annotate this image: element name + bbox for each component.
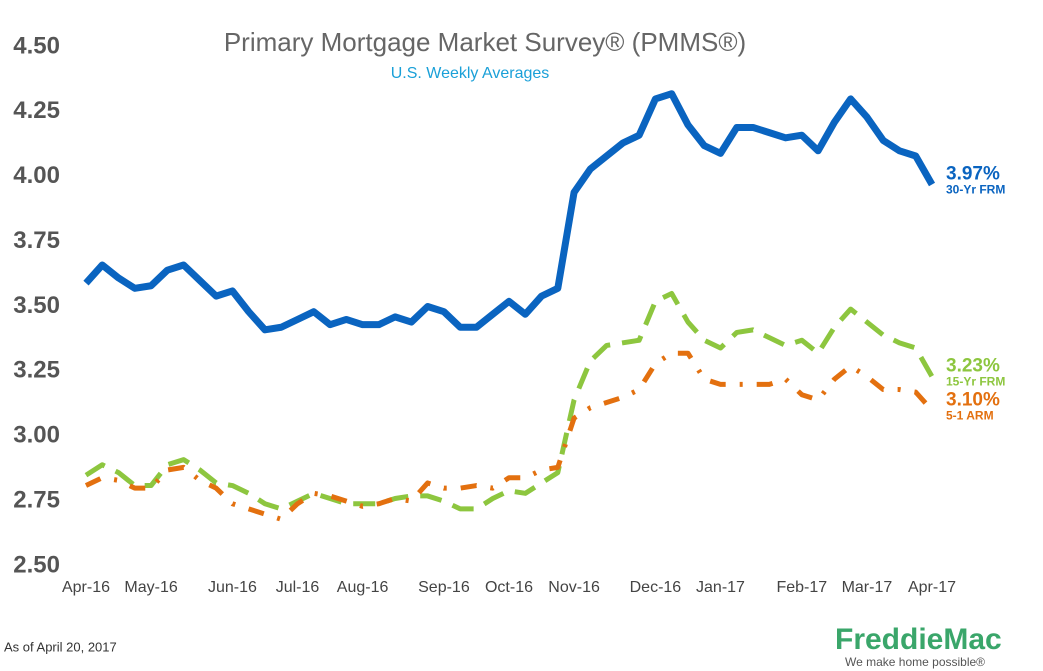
y-tick-label: 2.75 (13, 486, 60, 513)
legend-label: 30-Yr FRM (946, 183, 1005, 197)
x-tick-label: Sep-16 (418, 579, 470, 596)
x-tick-label: Jun-16 (208, 579, 257, 596)
chart-subtitle: U.S. Weekly Averages (391, 65, 550, 82)
y-tick-label: 3.50 (13, 292, 60, 319)
chart-title: Primary Mortgage Market Survey® (PMMS®) (224, 27, 746, 57)
x-tick-label: Dec-16 (630, 579, 682, 596)
line-solid (83, 90, 936, 334)
x-tick-label: Mar-17 (842, 579, 893, 596)
y-tick-label: 3.00 (13, 422, 60, 449)
x-tick-label: Apr-16 (62, 579, 110, 596)
y-tick-label: 4.00 (13, 162, 60, 189)
x-tick-label: Apr-17 (908, 579, 956, 596)
y-tick-label: 4.50 (13, 32, 60, 59)
y-tick-label: 3.25 (13, 357, 60, 384)
footnote: As of April 20, 2017 (4, 639, 117, 654)
x-tick-label: Aug-16 (337, 579, 389, 596)
x-tick-label: Jan-17 (696, 579, 745, 596)
end-value-label: 3.23% (946, 356, 1000, 377)
tagline: We make home possible® (845, 655, 985, 669)
legend-label: 15-Yr FRM (946, 375, 1005, 389)
end-value-label: 3.10% (946, 389, 1000, 410)
y-tick-label: 2.50 (13, 551, 60, 578)
y-tick-label: 3.75 (13, 227, 60, 254)
y-tick-label: 4.25 (13, 97, 60, 124)
legend-label: 5-1 ARM (946, 408, 994, 422)
end-value-label: 3.97% (946, 164, 1000, 185)
x-tick-label: Jul-16 (276, 579, 320, 596)
logo: FreddieMac (835, 623, 1002, 656)
x-tick-label: Feb-17 (776, 579, 827, 596)
x-tick-label: Nov-16 (548, 579, 600, 596)
x-tick-label: May-16 (124, 579, 177, 596)
line-dashdot (84, 350, 934, 522)
x-tick-label: Oct-16 (485, 579, 533, 596)
